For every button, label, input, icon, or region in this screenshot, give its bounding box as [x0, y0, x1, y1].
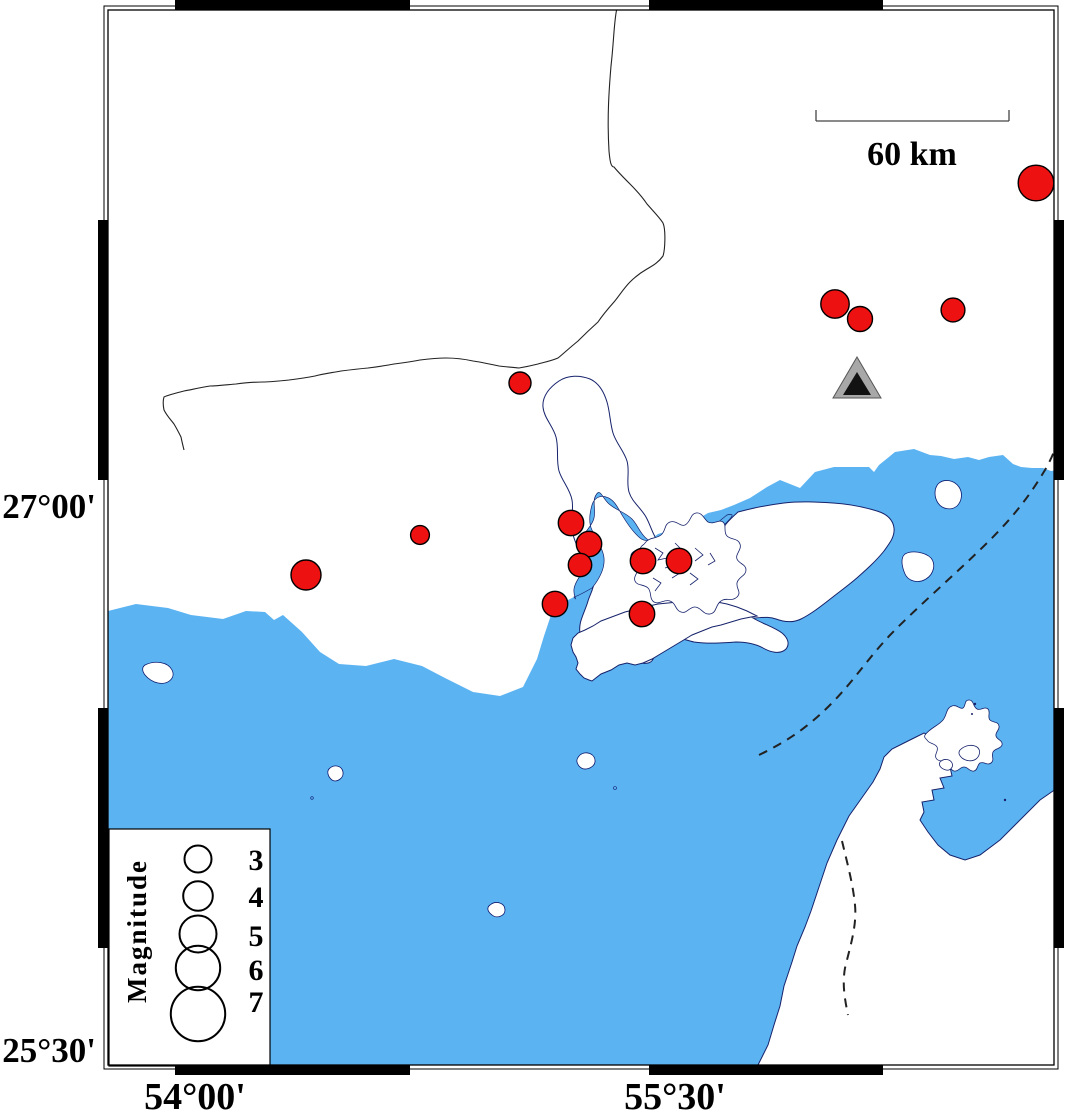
svg-text:60 km: 60 km: [867, 136, 957, 173]
svg-text:6: 6: [249, 954, 264, 987]
svg-text:54°00': 54°00': [144, 1076, 246, 1114]
svg-text:7: 7: [249, 986, 264, 1019]
svg-text:3: 3: [249, 844, 264, 877]
svg-text:4: 4: [249, 881, 264, 914]
svg-text:55°30': 55°30': [624, 1076, 726, 1114]
svg-text:27°00': 27°00': [2, 487, 96, 526]
svg-text:Magnitude: Magnitude: [122, 859, 152, 1003]
svg-text:5: 5: [249, 920, 264, 953]
svg-text:25°30': 25°30': [2, 1031, 96, 1070]
